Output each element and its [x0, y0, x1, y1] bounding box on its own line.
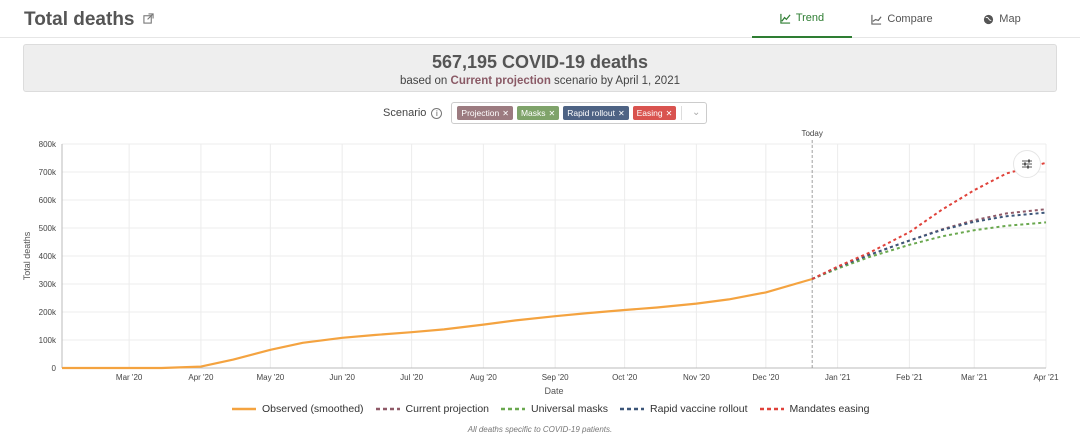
x-tick-label: Mar '20	[116, 373, 143, 382]
chevron-down-icon[interactable]: ⌄	[692, 107, 701, 118]
y-tick-label: 200k	[39, 308, 57, 317]
page-title: Total deaths	[24, 9, 154, 31]
chip-masks[interactable]: Masks ✕	[516, 106, 560, 120]
tab-compare[interactable]: Compare	[852, 0, 952, 38]
summary-headline: 567,195 COVID-19 deaths	[431, 52, 649, 72]
y-tick-label: 700k	[39, 168, 57, 177]
legend-item[interactable]: Universal masks	[501, 403, 608, 415]
y-axis-label: Total deaths	[22, 231, 32, 280]
x-tick-label: Jan '21	[825, 373, 851, 382]
legend-item[interactable]: Current projection	[375, 403, 490, 415]
summary-suffix: scenario by April 1, 2021	[554, 75, 680, 87]
legend-label: Rapid vaccine rollout	[650, 403, 748, 415]
x-tick-label: Jun '20	[329, 373, 355, 382]
tab-compare-label: Compare	[887, 13, 933, 25]
today-label: Today	[801, 129, 822, 138]
deaths-trend-chart: 0 100k 200k 300k 400k 500k 600k 700k 800k Mar '20…	[22, 129, 1059, 396]
select-divider	[681, 106, 683, 120]
chip-easing[interactable]: Easing ✕	[632, 106, 677, 120]
legend-swatch	[759, 407, 784, 411]
series-line-current-projection	[811, 208, 1047, 280]
series-line-mandates-easing	[811, 161, 1047, 280]
chart-legend: Observed (smoothed) Current projection Uni…	[232, 403, 870, 415]
page-title-text: Total deaths	[24, 9, 135, 30]
legend-item[interactable]: Rapid vaccine rollout	[620, 403, 748, 415]
chip-label: Masks	[520, 108, 546, 118]
legend-label: Observed (smoothed)	[262, 403, 364, 415]
legend-swatch	[232, 407, 256, 411]
x-tick-label: Mar '21	[961, 373, 988, 382]
legend-item[interactable]: Observed (smoothed)	[232, 403, 364, 415]
summary-prefix: based on	[400, 75, 448, 87]
tab-map[interactable]: Map	[952, 0, 1052, 38]
close-icon[interactable]: ✕	[548, 108, 556, 118]
legend-swatch	[501, 407, 526, 411]
info-icon[interactable]: i	[431, 107, 443, 119]
x-tick-label: Aug '20	[470, 373, 497, 382]
legend-label: Current projection	[405, 403, 490, 415]
y-tick-label: 100k	[39, 336, 57, 345]
scenario-label: Scenario	[383, 107, 427, 119]
x-tick-label: Nov '20	[683, 373, 710, 382]
legend-swatch	[620, 407, 645, 411]
chart-line-icon	[780, 13, 791, 24]
view-tabs: Trend Compare Map	[752, 0, 1052, 38]
chip-rapid-rollout[interactable]: Rapid rollout ✕	[563, 106, 629, 120]
series-line-observed-smoothed	[62, 277, 813, 370]
y-tick-label: 600k	[39, 196, 57, 205]
y-tick-label: 800k	[39, 140, 57, 149]
summary-subtitle: based on Current projection scenario by …	[24, 75, 1056, 87]
legend-item[interactable]: Mandates easing	[759, 403, 870, 415]
tab-trend[interactable]: Trend	[752, 0, 852, 38]
series-line-universal-masks	[811, 221, 1047, 280]
external-link-icon[interactable]	[142, 13, 154, 27]
close-icon[interactable]: ✕	[665, 108, 673, 118]
series-line-rapid-vaccine-rollout	[811, 211, 1047, 280]
close-icon[interactable]: ✕	[617, 108, 625, 118]
globe-icon	[984, 14, 994, 24]
x-tick-label: Apr '21	[1033, 373, 1059, 382]
x-tick-label: Apr '20	[188, 373, 214, 382]
x-tick-label: Jul '20	[400, 373, 423, 382]
x-tick-label: Feb '21	[896, 373, 923, 382]
chart-compare-icon	[871, 14, 882, 25]
footnote: All deaths specific to COVID-19 patients…	[467, 425, 613, 434]
x-tick-label: Dec '20	[752, 373, 779, 382]
summary-banner: 567,195 COVID-19 deaths based on Current…	[23, 44, 1057, 92]
x-axis-label: Date	[544, 386, 563, 396]
chip-label: Easing	[636, 108, 663, 118]
x-tick-label: May '20	[256, 373, 284, 382]
scenario-select[interactable]: Projection ✕ Masks ✕ Rapid rollout ✕ Easing…	[451, 102, 708, 124]
tab-map-label: Map	[999, 13, 1021, 25]
x-tick-label: Oct '20	[612, 373, 638, 382]
x-tick-label: Sep '20	[542, 373, 569, 382]
chip-label: Projection	[461, 108, 500, 118]
chip-projection[interactable]: Projection ✕	[457, 106, 513, 120]
sliders-icon	[1022, 159, 1032, 169]
summary-scenario: Current projection	[450, 75, 551, 87]
y-tick-label: 300k	[39, 280, 57, 289]
tab-trend-label: Trend	[795, 12, 825, 24]
chart-settings-button[interactable]	[1013, 150, 1041, 178]
close-icon[interactable]: ✕	[502, 108, 509, 118]
scenario-filter: Scenario i Projection ✕ Masks ✕ Rapid roll…	[383, 102, 708, 124]
y-tick-label: 500k	[39, 224, 57, 233]
legend-swatch	[375, 407, 400, 411]
y-tick-label: 0	[52, 364, 57, 373]
legend-label: Universal masks	[531, 403, 609, 415]
legend-label: Mandates easing	[789, 403, 870, 415]
y-tick-label: 400k	[39, 252, 57, 261]
chip-label: Rapid rollout	[567, 108, 615, 118]
top-bar: Total deaths Trend Compare Map	[0, 0, 1080, 38]
